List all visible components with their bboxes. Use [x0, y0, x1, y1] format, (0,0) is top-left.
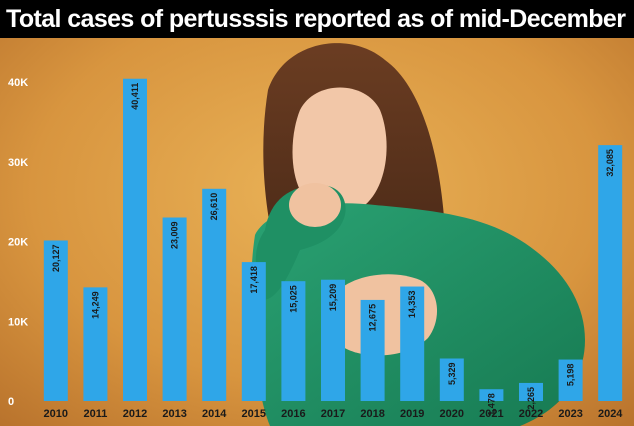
face-shape	[292, 87, 387, 215]
y-tick-label: 10K	[8, 316, 28, 328]
x-tick-label: 2023	[558, 408, 582, 420]
bar-2012	[123, 78, 147, 401]
x-axis: 2010 2011 2012 2013 2014 2015 2016 2017 2018 2019…	[44, 408, 624, 420]
y-tick-label: 30K	[8, 157, 28, 169]
value-label-2024: 32,085	[605, 149, 615, 177]
x-tick-label: 2011	[83, 408, 107, 420]
fist-shape	[289, 183, 341, 227]
x-tick-label: 2010	[44, 408, 68, 420]
bar-2021	[479, 389, 504, 401]
x-tick-label: 2024	[598, 408, 623, 420]
x-tick-label: 2019	[400, 408, 424, 420]
bars	[43, 78, 623, 401]
bar-2020	[439, 358, 464, 401]
value-label-2020: 5,329	[447, 363, 457, 386]
y-axis: 0 10K 20K 30K 40K	[8, 77, 28, 408]
bar-2014	[202, 188, 227, 401]
value-label-2010: 20,127	[51, 244, 61, 272]
bar-2019	[400, 286, 425, 401]
bar-2017	[321, 279, 345, 401]
bar-2015	[241, 262, 266, 401]
value-label-2018: 12,675	[368, 304, 378, 332]
x-tick-label: 2020	[440, 408, 464, 420]
x-tick-label: 2015	[242, 408, 266, 420]
y-tick-label: 20K	[8, 237, 28, 249]
bar-2011	[83, 287, 108, 401]
value-label-2011: 14,249	[90, 291, 100, 319]
value-label-2014: 26,610	[209, 193, 219, 221]
x-tick-label: 2017	[321, 408, 345, 420]
bar-2013	[162, 217, 187, 401]
x-tick-label: 2014	[202, 408, 227, 420]
x-tick-label: 2012	[123, 408, 147, 420]
x-tick-label: 2018	[360, 408, 384, 420]
x-tick-label: 2013	[162, 408, 186, 420]
bar-2016	[281, 281, 306, 401]
value-label-2021: 1,478	[486, 393, 496, 416]
value-label-2017: 15,209	[328, 284, 338, 312]
value-label-2015: 17,418	[249, 266, 259, 294]
bar-2022	[519, 382, 543, 401]
y-tick-label: 0	[8, 396, 14, 408]
bar-2023	[558, 359, 583, 401]
value-label-2023: 5,198	[566, 364, 576, 387]
value-labels: 20,127 14,249 40,411 23,009 26,610 17,418 15,0…	[51, 83, 615, 416]
value-label-2012: 40,411	[130, 83, 140, 110]
value-label-2019: 14,353	[407, 291, 417, 319]
bar-2010	[43, 240, 68, 401]
bar-2024	[598, 145, 623, 401]
chart-title: Total cases of pertusssis reported as of…	[0, 0, 634, 38]
value-label-2016: 15,025	[288, 285, 298, 313]
value-label-2022: 2,265	[526, 387, 536, 410]
value-label-2013: 23,009	[170, 222, 180, 250]
y-tick-label: 40K	[8, 77, 28, 89]
bar-2018	[360, 299, 385, 401]
x-tick-label: 2022	[519, 408, 543, 420]
x-tick-label: 2016	[281, 408, 305, 420]
x-tick-label: 2021	[479, 408, 503, 420]
